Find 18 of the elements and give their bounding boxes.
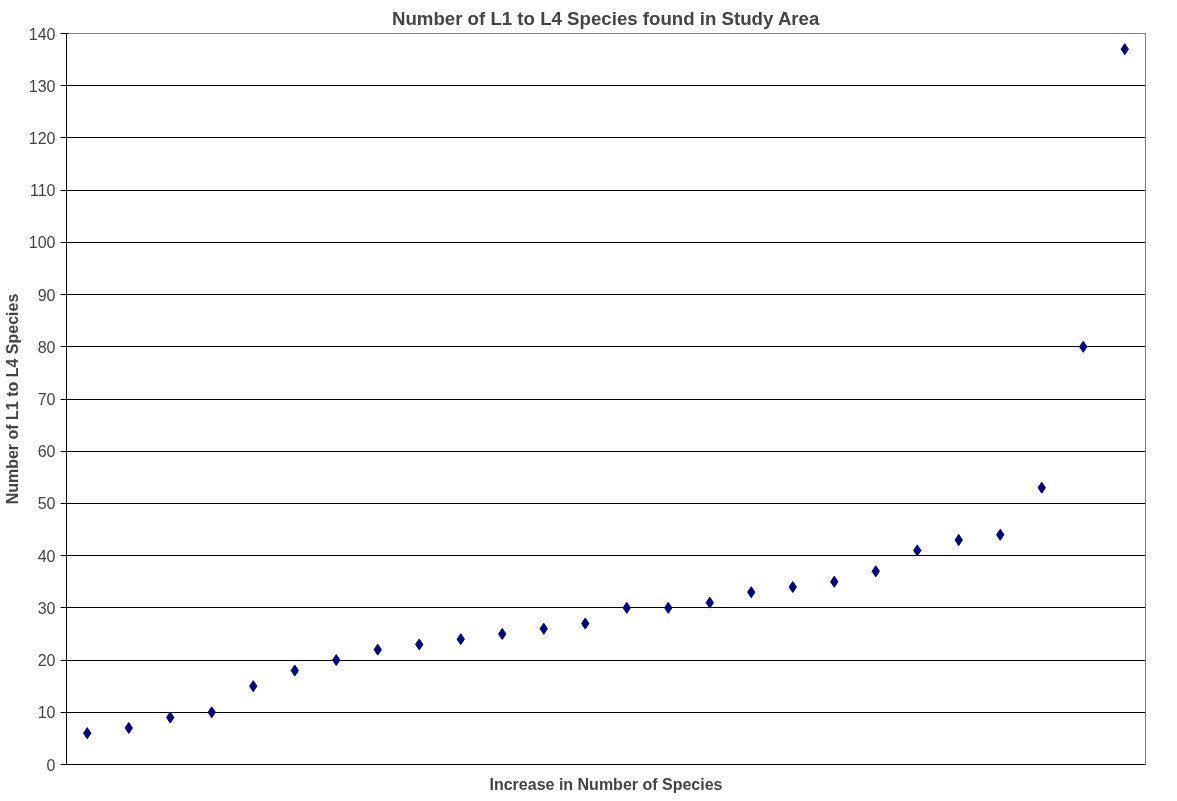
- y-axis-title: Number of L1 to L4 Species: [3, 293, 21, 505]
- y-tick-label: 50: [37, 495, 56, 513]
- y-tick-label: 60: [37, 443, 56, 461]
- y-tick-label: 80: [37, 338, 56, 356]
- y-tick-label: 110: [29, 182, 56, 200]
- y-tick-label: 120: [28, 129, 56, 147]
- chart-title: Number of L1 to L4 Species found in Study Area: [391, 7, 820, 29]
- y-tick-label: 30: [37, 599, 56, 617]
- y-tick-label: 40: [37, 547, 56, 565]
- x-axis-title: Increase in Number of Species: [489, 775, 723, 793]
- y-tick-label: 10: [37, 704, 56, 722]
- y-tick-label: 20: [37, 652, 56, 670]
- y-tick-label: 0: [46, 756, 56, 774]
- y-tick-label: 130: [28, 77, 56, 95]
- y-tick-label: 140: [28, 25, 56, 43]
- y-tick-label: 90: [37, 286, 56, 304]
- y-tick-label: 70: [37, 391, 56, 408]
- y-tick-label: 100: [28, 234, 56, 252]
